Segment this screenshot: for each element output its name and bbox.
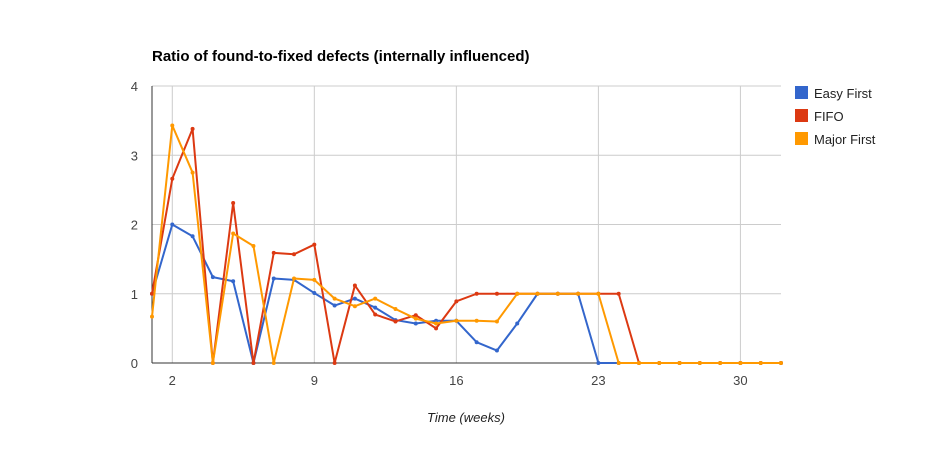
legend-swatch	[795, 86, 808, 99]
data-point-major-first	[210, 361, 215, 365]
data-point-easy-first	[231, 279, 236, 284]
y-tick-label: 3	[131, 148, 138, 163]
data-point-fifo	[373, 312, 378, 317]
legend-item-major-first: Major First	[795, 132, 876, 147]
x-tick-label: 16	[449, 373, 463, 388]
series-line-major-first	[151, 124, 781, 364]
data-point-major-first	[413, 316, 418, 321]
series-line-fifo	[151, 127, 781, 364]
x-tick-labels: 2 9 16 23 30	[169, 373, 748, 388]
data-point-easy-first	[312, 291, 317, 296]
data-point-fifo	[434, 326, 439, 331]
data-point-major-first	[758, 361, 763, 365]
data-point-major-first	[718, 361, 723, 365]
data-point-major-first	[454, 318, 459, 323]
data-point-fifo	[231, 201, 236, 206]
data-point-fifo	[312, 242, 317, 247]
data-point-major-first	[312, 277, 317, 282]
data-point-major-first	[373, 296, 378, 301]
data-point-major-first	[434, 321, 439, 326]
data-point-major-first	[474, 318, 479, 323]
data-point-easy-first	[494, 348, 499, 353]
data-point-easy-first	[352, 296, 357, 301]
data-point-easy-first	[210, 275, 215, 280]
data-point-fifo	[352, 283, 357, 288]
x-tick-label: 2	[169, 373, 176, 388]
data-point-fifo	[150, 291, 154, 296]
data-point-major-first	[190, 170, 195, 175]
data-point-easy-first	[474, 340, 479, 345]
y-tick-labels: 0 1 2 3 4	[131, 79, 138, 371]
data-point-major-first	[332, 296, 337, 301]
data-point-major-first	[636, 361, 641, 365]
data-point-easy-first	[596, 361, 601, 365]
data-point-major-first	[352, 304, 357, 309]
data-point-easy-first	[434, 318, 439, 323]
data-point-fifo	[292, 252, 297, 257]
data-point-fifo	[251, 361, 256, 365]
data-point-major-first	[738, 361, 743, 365]
data-point-easy-first	[190, 234, 195, 239]
data-point-fifo	[454, 299, 459, 304]
legend-label: Major First	[814, 132, 876, 147]
data-point-major-first	[251, 243, 256, 248]
data-point-fifo	[494, 291, 499, 296]
legend-item-fifo: FIFO	[795, 109, 844, 124]
data-point-major-first	[271, 361, 276, 365]
data-point-major-first	[515, 291, 520, 296]
data-point-major-first	[535, 291, 540, 296]
data-point-major-first	[677, 361, 682, 365]
data-point-easy-first	[170, 222, 175, 227]
data-point-fifo	[332, 361, 337, 365]
x-tick-label: 30	[733, 373, 747, 388]
data-point-fifo	[170, 176, 175, 181]
data-point-major-first	[596, 291, 601, 296]
y-tick-label: 4	[131, 79, 138, 94]
data-point-easy-first	[332, 303, 337, 308]
data-point-fifo	[413, 313, 418, 318]
data-point-easy-first	[413, 321, 418, 326]
x-tick-label: 9	[311, 373, 318, 388]
data-point-easy-first	[271, 276, 276, 281]
data-point-major-first	[616, 361, 621, 365]
data-point-major-first	[779, 361, 783, 365]
legend-item-easy-first: Easy First	[795, 86, 872, 101]
y-tick-label: 1	[131, 287, 138, 302]
x-axis-label: Time (weeks)	[427, 410, 505, 425]
data-point-major-first	[697, 361, 702, 365]
data-point-fifo	[393, 319, 398, 324]
data-point-fifo	[271, 250, 276, 255]
data-point-major-first	[576, 291, 581, 296]
legend-swatch	[795, 132, 808, 145]
data-point-major-first	[657, 361, 662, 365]
data-point-major-first	[555, 291, 560, 296]
y-tick-label: 2	[131, 218, 138, 233]
x-tick-label: 23	[591, 373, 605, 388]
data-point-fifo	[616, 291, 621, 296]
data-point-major-first	[494, 319, 499, 324]
legend: Easy First FIFO Major First	[795, 86, 876, 147]
data-point-easy-first	[515, 321, 520, 326]
data-point-fifo	[190, 126, 195, 131]
series-major-first	[150, 123, 783, 365]
legend-label: Easy First	[814, 86, 872, 101]
y-tick-label: 0	[131, 356, 138, 371]
data-point-major-first	[292, 276, 297, 281]
chart-title: Ratio of found-to-fixed defects (interna…	[152, 48, 530, 65]
data-point-major-first	[393, 306, 398, 311]
data-point-fifo	[474, 291, 479, 296]
legend-label: FIFO	[814, 109, 844, 124]
data-point-major-first	[231, 231, 236, 236]
data-point-easy-first	[373, 305, 378, 310]
series-group	[150, 123, 783, 365]
data-point-major-first	[170, 123, 175, 128]
data-point-major-first	[150, 314, 154, 319]
legend-swatch	[795, 109, 808, 122]
